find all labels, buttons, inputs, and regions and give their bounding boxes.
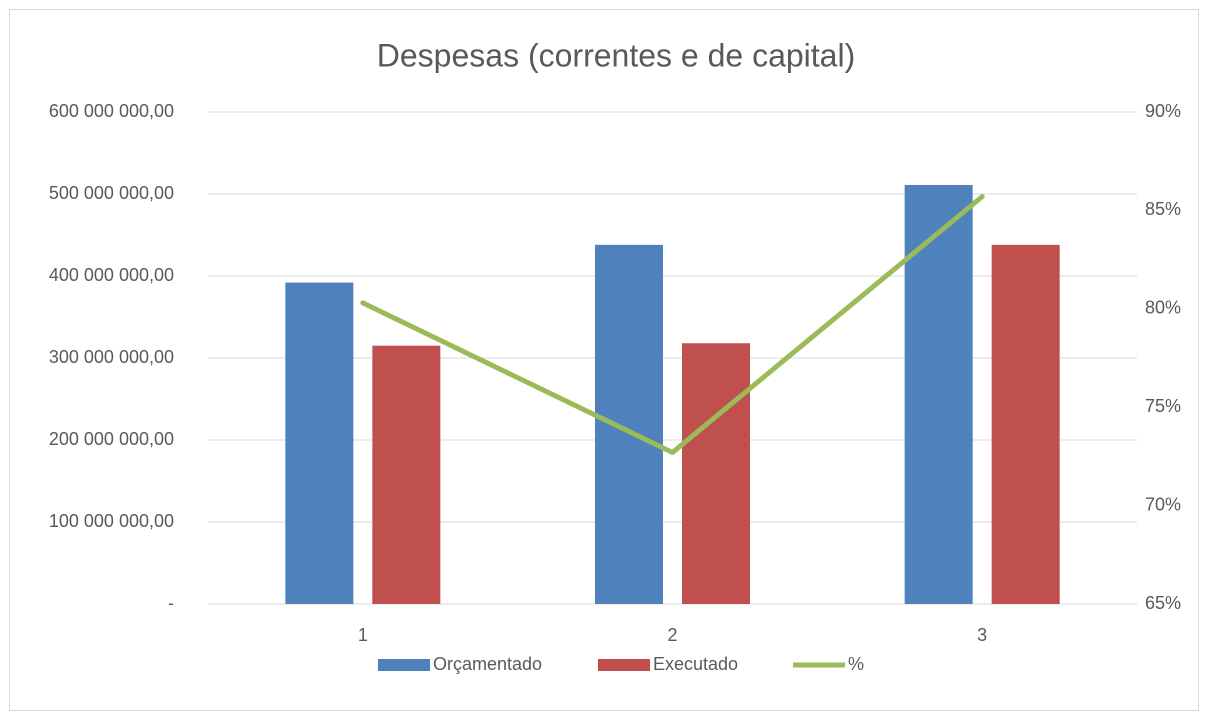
legend-label: Orçamentado [433, 654, 542, 674]
bar [285, 282, 354, 604]
bar [991, 244, 1060, 604]
y-tick-label: 100 000 000,00 [49, 511, 174, 531]
y-tick-label: 300 000 000,00 [49, 347, 174, 367]
y2-tick-label: 75% [1145, 396, 1181, 416]
legend-swatch [598, 659, 650, 671]
y-tick-label: 600 000 000,00 [49, 101, 174, 121]
legend-label: % [848, 654, 864, 674]
line-series [360, 194, 985, 455]
y2-tick-label: 65% [1145, 593, 1181, 613]
bar [372, 345, 441, 604]
y-tick-label: - [168, 593, 174, 613]
y2-tick-label: 90% [1145, 101, 1181, 121]
bar [682, 343, 750, 604]
chart-title: Despesas (correntes e de capital) [377, 37, 855, 73]
y2-tick-label: 85% [1145, 199, 1181, 219]
bar [904, 184, 973, 605]
x-tick-label: 3 [977, 625, 987, 645]
bar [595, 244, 663, 604]
y-tick-label: 500 000 000,00 [49, 183, 174, 203]
legend-swatch [378, 659, 430, 671]
legend-label: Executado [653, 654, 738, 674]
x-tick-label: 2 [667, 625, 677, 645]
y-tick-label: 200 000 000,00 [49, 429, 174, 449]
y2-tick-label: 70% [1145, 494, 1181, 514]
x-tick-label: 1 [358, 625, 368, 645]
y-tick-label: 400 000 000,00 [49, 265, 174, 285]
y2-tick-label: 80% [1145, 298, 1181, 318]
